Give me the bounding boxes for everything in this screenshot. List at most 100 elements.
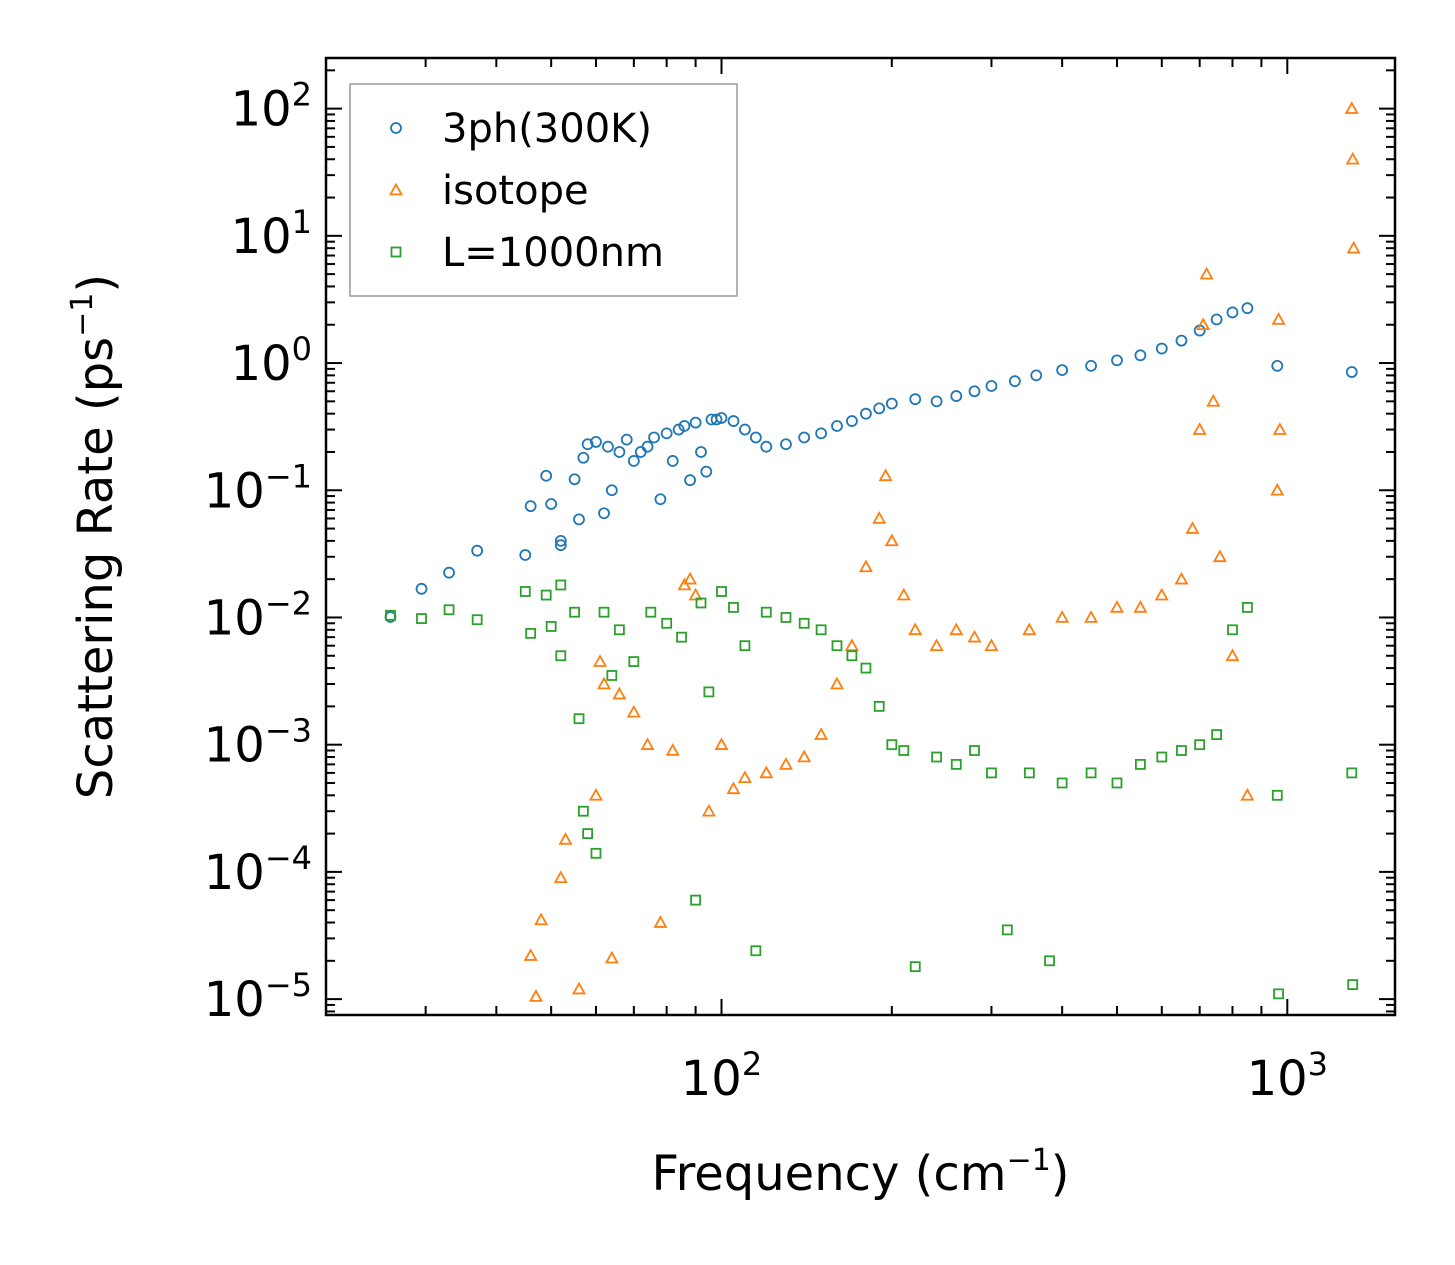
circle-point [471, 544, 484, 557]
circle-point [700, 465, 713, 478]
circle-point [1241, 302, 1254, 315]
square-point [598, 606, 610, 618]
triangle-point [1022, 622, 1037, 636]
triangle-point [1345, 151, 1360, 165]
triangle-point [626, 704, 641, 718]
square-point [986, 767, 997, 779]
circle-point [1111, 354, 1123, 367]
triangle-point [759, 765, 774, 779]
triangle-point [737, 770, 752, 784]
square-point [1211, 729, 1223, 741]
square-point [739, 640, 751, 652]
circle-point [524, 500, 537, 513]
triangle-point [1196, 317, 1211, 331]
square-point [690, 894, 701, 906]
circle-point [666, 455, 679, 467]
circle-point [641, 440, 654, 453]
series-layer [384, 101, 1361, 1002]
y-tick-label: 10−3 [204, 712, 312, 774]
circle-point [577, 451, 590, 464]
square-point [1227, 624, 1238, 636]
legend-marker-square [390, 246, 402, 258]
square-point [628, 656, 640, 667]
square-point [1023, 767, 1035, 779]
triangle-point [1271, 312, 1286, 325]
square-point [969, 745, 980, 756]
square-point [760, 606, 772, 618]
axis-layer: 102 103 10−5 10−4 10−3 10−2 10−1 100 101 102 [204, 58, 1395, 1107]
triangle-point [1084, 610, 1099, 623]
circle-point [672, 423, 685, 436]
square-point [1134, 758, 1146, 770]
circle-point [620, 433, 633, 446]
square-point [577, 805, 589, 817]
triangle-point [1272, 422, 1287, 435]
circle-point [715, 412, 728, 424]
y-tick-label: 10−2 [204, 584, 312, 646]
circle-point [678, 420, 691, 432]
square-point [471, 614, 483, 626]
triangle-point [1174, 571, 1189, 585]
square-point [1044, 955, 1055, 967]
triangle-point [653, 915, 668, 928]
square-point [582, 828, 594, 839]
square-point [846, 650, 858, 662]
triangle-point [884, 533, 899, 547]
triangle-point [596, 676, 612, 690]
triangle-point [896, 587, 911, 601]
circle-point [1271, 359, 1284, 372]
square-point [569, 606, 580, 618]
y-axis-label: Scattering Rate (ps−1) [65, 274, 124, 799]
square-point [525, 627, 537, 639]
square-point [873, 700, 885, 712]
triangle-point [1270, 482, 1285, 496]
circle-point [1134, 349, 1147, 362]
triangle-point [949, 622, 964, 636]
circle-point [885, 397, 898, 410]
circle-point [1226, 306, 1239, 319]
square-point [950, 758, 962, 770]
circle-point [689, 416, 702, 429]
triangle-point [1109, 600, 1125, 613]
square-point [728, 601, 739, 613]
circle-point [739, 423, 751, 436]
circle-point [581, 438, 594, 451]
triangle-point [701, 803, 716, 817]
square-point [1273, 988, 1284, 1000]
triangle-point [534, 912, 549, 926]
triangle-point [528, 989, 543, 1002]
triangle-point [553, 870, 568, 884]
circle-point [831, 420, 843, 432]
triangle-point [523, 948, 538, 961]
circle-point [1155, 342, 1168, 355]
circle-point [627, 455, 640, 467]
legend-marker-triangle [388, 182, 404, 196]
triangle-point [604, 950, 619, 964]
square-point [606, 670, 618, 681]
circle-point [815, 427, 828, 440]
triangle-point [1225, 648, 1240, 662]
circle-point [554, 534, 567, 547]
y-tick-label: 10−1 [204, 457, 312, 519]
legend-box [349, 83, 738, 297]
square-point [416, 613, 427, 624]
square-point [385, 609, 396, 621]
circle-point [1345, 366, 1358, 378]
square-point [1156, 751, 1168, 763]
circle-point [598, 507, 610, 520]
square-point [695, 597, 707, 609]
x-tick-label: 102 [681, 1045, 762, 1107]
square-point [860, 662, 872, 674]
circle-point [519, 549, 532, 561]
square-point [798, 617, 810, 629]
circle-point [660, 427, 673, 440]
legend-marker-circle [390, 122, 402, 134]
y-tick-label: 101 [231, 203, 312, 265]
circle-point [540, 469, 553, 482]
circle-point [930, 395, 943, 408]
series-triangle [523, 101, 1361, 1002]
triangle-point [1240, 787, 1255, 801]
triangle-point [1212, 549, 1227, 563]
triangle-point [984, 638, 999, 651]
